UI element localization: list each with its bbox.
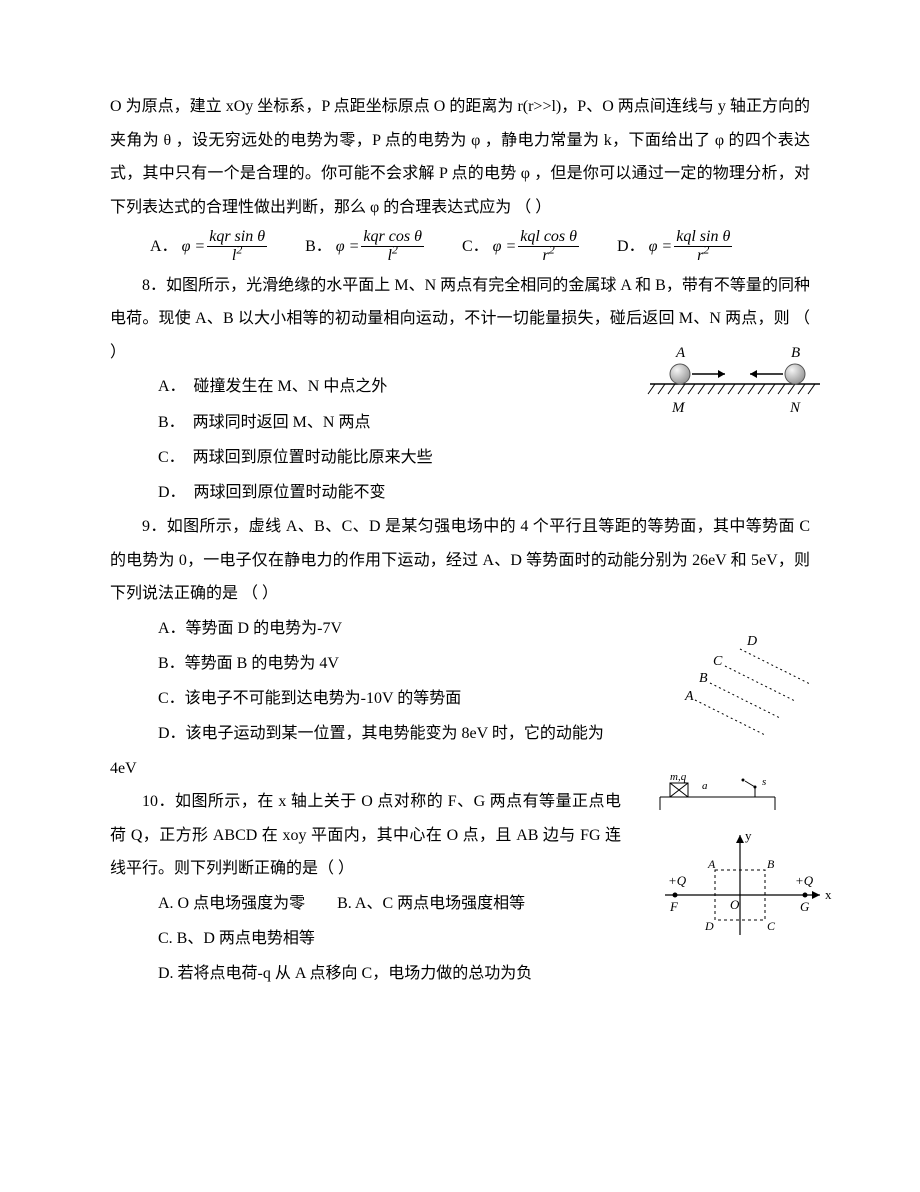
q7-B-label: B．: [305, 230, 332, 264]
svg-text:A: A: [684, 689, 694, 704]
q7-opt-C: C． φ = kql cos θr2: [462, 228, 581, 264]
svg-text:D: D: [746, 634, 757, 649]
svg-text:+Q: +Q: [795, 873, 814, 888]
q7-C-label: C．: [462, 230, 489, 264]
svg-text:B: B: [767, 857, 775, 871]
q7-D-label: D．: [617, 230, 645, 264]
q8-opt-D: D． 两球回到原位置时动能不变: [158, 475, 578, 510]
q7-A-label: A．: [150, 230, 178, 264]
q9-stem: 9．如图所示，虚线 A、B、C、D 是某匀强电场中的 4 个平行且等距的等势面，…: [110, 510, 810, 611]
q10-options: A. O 点电场强度为零 B. A、C 两点电场强度相等 C. B、D 两点电势…: [110, 886, 648, 992]
q10-opt-C: C. B、D 两点电势相等: [158, 921, 648, 956]
q10-figure: m,q a s x y: [650, 775, 840, 963]
q8-block: 8．如图所示，光滑绝缘的水平面上 M、N 两点有完全相同的金属球 A 和 B，带…: [110, 269, 810, 511]
q9-block: 9．如图所示，虚线 A、B、C、D 是某匀强电场中的 4 个平行且等距的等势面，…: [110, 510, 810, 785]
q10-stem: 10．如图所示，在 x 轴上关于 O 点对称的 F、G 两点有等量正点电荷 Q，…: [110, 785, 621, 886]
q8-fig-N: N: [789, 400, 801, 416]
svg-text:A: A: [707, 857, 716, 871]
q8-opt-A: A． 碰撞发生在 M、N 中点之外: [158, 369, 578, 404]
q8-fig-A: A: [675, 345, 686, 361]
q8-figure: A B M N: [640, 339, 830, 432]
q9-figure: A B C D: [685, 630, 835, 753]
q8-opt-C: C． 两球回到原位置时动能比原来大些: [158, 440, 578, 475]
svg-text:C: C: [767, 919, 776, 933]
svg-text:C: C: [713, 654, 723, 669]
q7-stem: O 为原点，建立 xOy 坐标系，P 点距坐标原点 O 的距离为 r(r>>l)…: [110, 90, 810, 224]
q8-options: A． 碰撞发生在 M、N 中点之外 B． 两球同时返回 M、N 两点 C． 两球…: [110, 369, 578, 510]
q9-options: A．等势面 D 的电势为-7V B．等势面 B 的电势为 4V C．该电子不可能…: [110, 611, 662, 752]
q8-fig-B: B: [791, 345, 800, 361]
q10-opt-D: D. 若将点电荷-q 从 A 点移向 C，电场力做的总功为负: [158, 956, 648, 991]
q9-opt-A: A．等势面 D 的电势为-7V: [158, 611, 662, 646]
q10-block: 10．如图所示，在 x 轴上关于 O 点对称的 F、G 两点有等量正点电荷 Q，…: [110, 785, 810, 991]
q7-opt-A: A． φ = kqr sin θl2: [150, 228, 269, 264]
q7-opt-B: B． φ = kqr cos θl2: [305, 228, 426, 264]
svg-text:s: s: [762, 776, 766, 788]
svg-text:x: x: [825, 887, 832, 902]
svg-text:m,q: m,q: [670, 771, 687, 783]
q9-opt-B: B．等势面 B 的电势为 4V: [158, 646, 662, 681]
q8-opt-B: B． 两球同时返回 M、N 两点: [158, 405, 578, 440]
q10-opt-AB: A. O 点电场强度为零 B. A、C 两点电场强度相等: [158, 886, 648, 921]
q7-block: O 为原点，建立 xOy 坐标系，P 点距坐标原点 O 的距离为 r(r>>l)…: [110, 90, 810, 269]
svg-text:+Q: +Q: [668, 873, 687, 888]
svg-text:G: G: [800, 899, 810, 914]
q9-opt-C: C．该电子不可能到达电势为-10V 的等势面: [158, 681, 662, 716]
svg-text:D: D: [704, 919, 714, 933]
q7-options: A． φ = kqr sin θl2 B． φ = kqr cos θl2 C．…: [110, 224, 810, 268]
svg-text:O: O: [730, 897, 740, 912]
svg-text:a: a: [702, 780, 708, 792]
svg-text:B: B: [699, 671, 708, 686]
svg-text:y: y: [745, 828, 752, 843]
svg-text:F: F: [669, 899, 679, 914]
q9-opt-D: D．该电子运动到某一位置，其电势能变为 8eV 时，它的动能为: [158, 716, 662, 751]
q7-opt-D: D． φ = kql sin θr2: [617, 228, 734, 264]
q8-fig-M: M: [671, 400, 686, 416]
